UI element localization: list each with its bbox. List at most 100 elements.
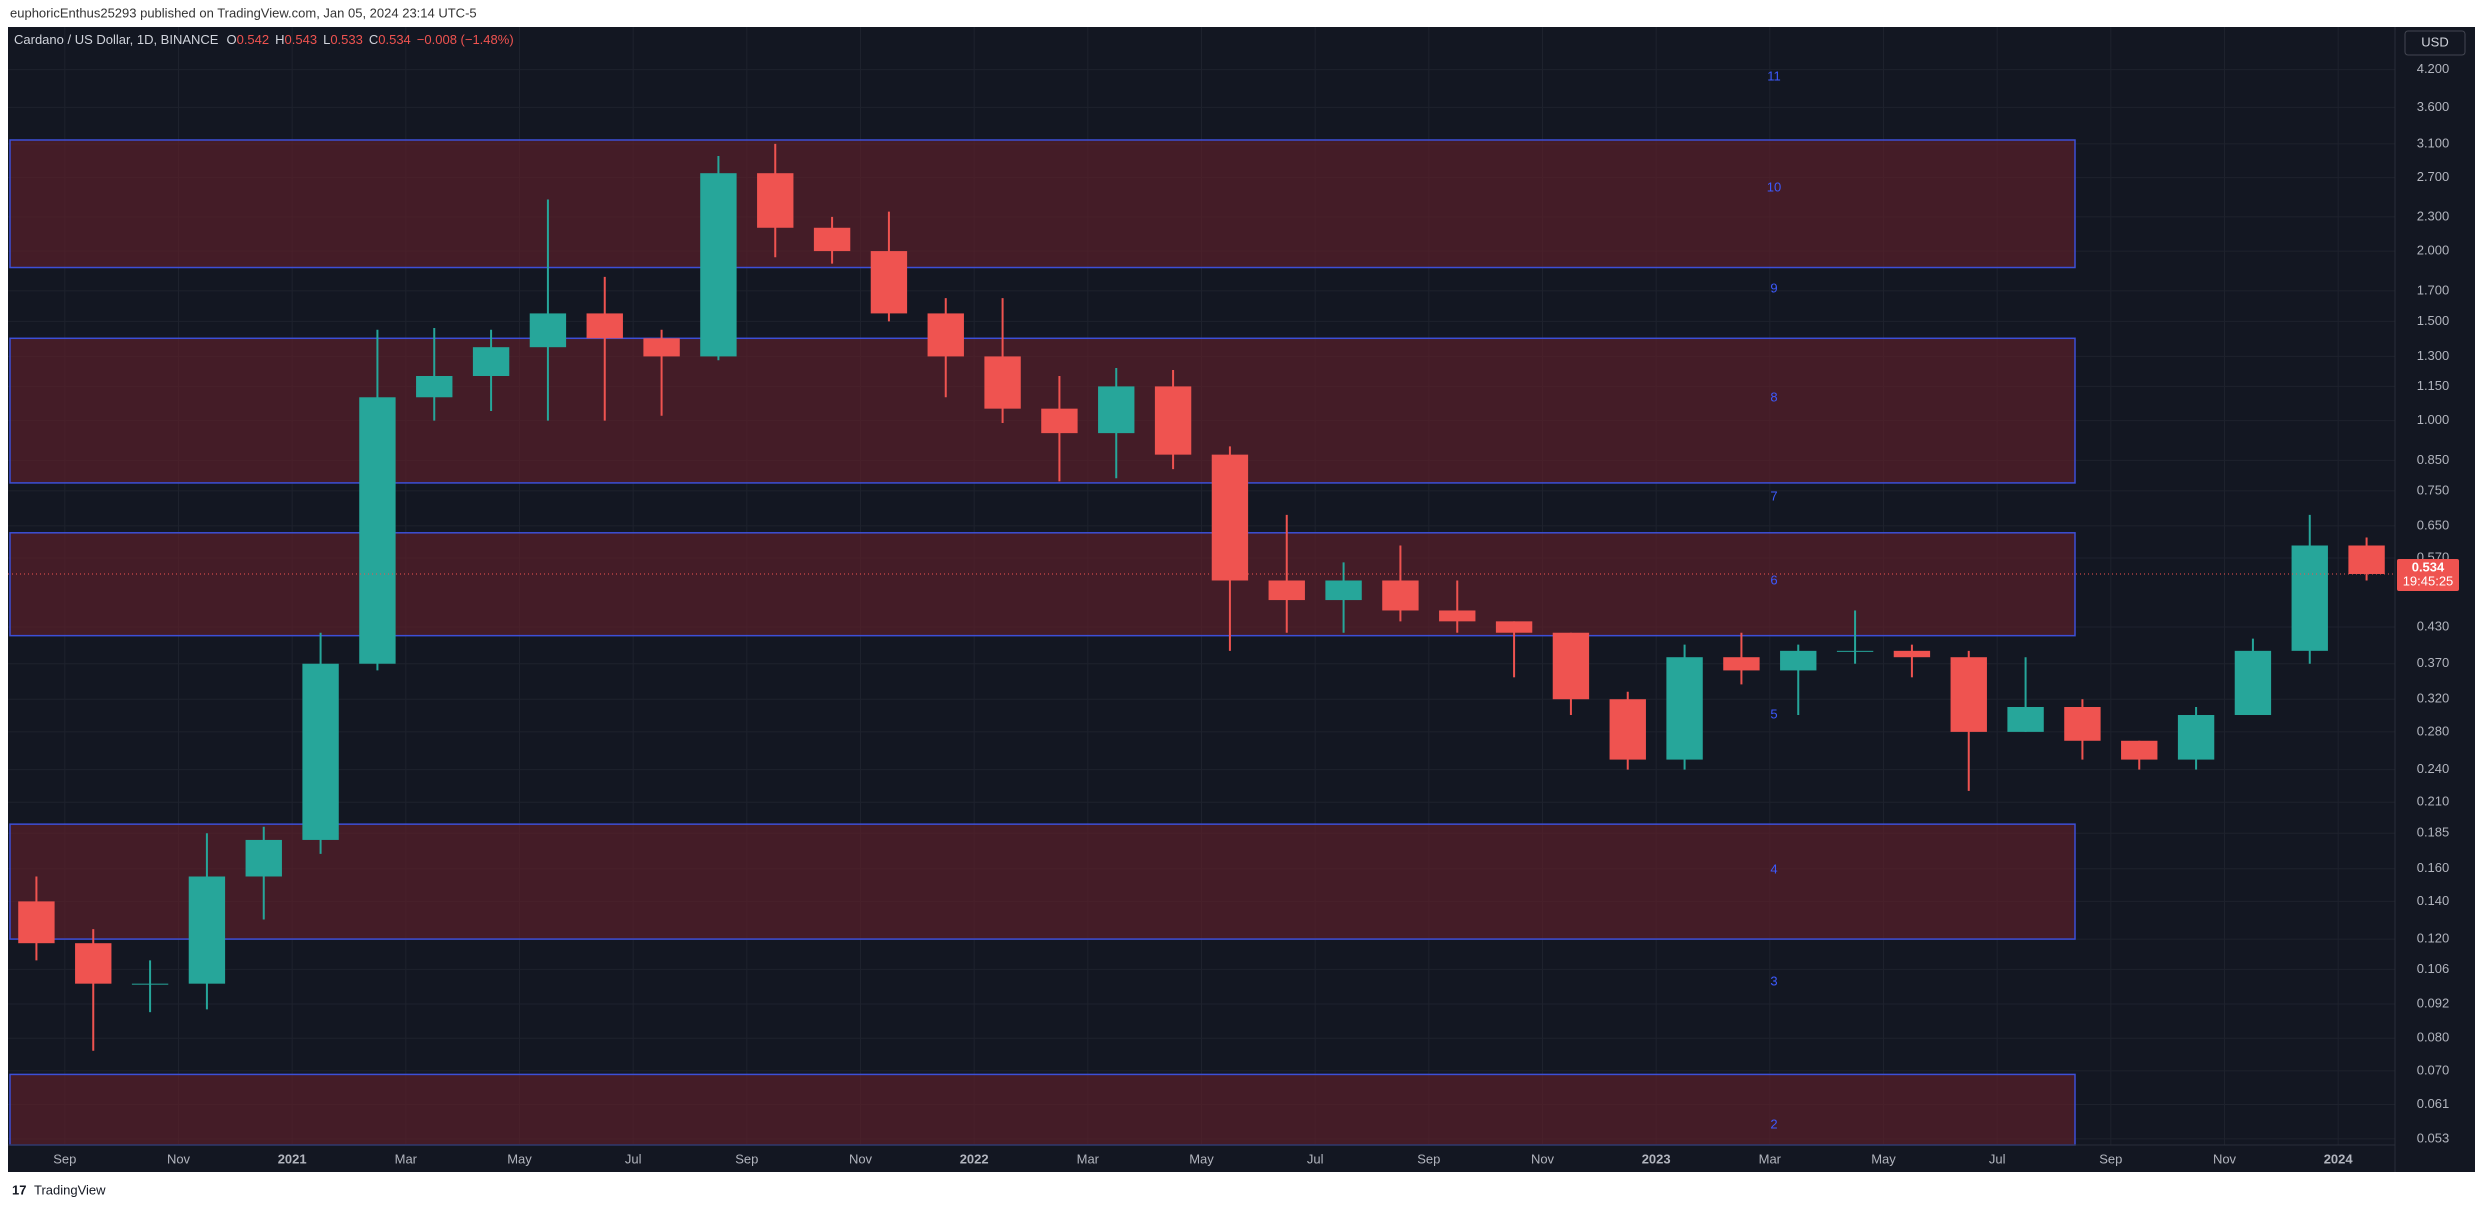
y-tick-label: 0.053	[2417, 1130, 2450, 1145]
y-tick-label: 0.092	[2417, 995, 2450, 1010]
y-tick-label: 0.210	[2417, 794, 2450, 809]
currency[interactable]: USD	[2421, 34, 2448, 49]
zone	[9, 139, 2076, 269]
y-tick-label: 2.000	[2417, 243, 2450, 258]
y-tick-label: 0.185	[2417, 825, 2450, 840]
candle-body	[1439, 610, 1476, 622]
footer-bar	[0, 1172, 2475, 1209]
candle-body	[1780, 650, 1817, 671]
brand: TradingView	[34, 1182, 106, 1197]
candle-body	[1211, 454, 1249, 581]
level-label: 11	[1767, 68, 1781, 83]
level-label: 2	[1770, 1116, 1777, 1131]
candle-body	[472, 347, 510, 376]
candle-body	[1723, 657, 1760, 671]
y-tick-label: 1.500	[2417, 313, 2450, 328]
h-value: 0.543	[285, 32, 318, 47]
y-tick-label: 0.106	[2417, 961, 2450, 976]
candle-body	[302, 663, 339, 840]
level-label: 3	[1770, 973, 1777, 988]
x-tick-label: Nov	[849, 1151, 873, 1166]
x-tick-label: 2023	[1642, 1151, 1671, 1166]
x-tick-label: May	[1871, 1151, 1896, 1166]
candle-body	[2234, 650, 2272, 716]
publisher: euphoricEnthus25293 published on Trading…	[10, 5, 477, 20]
candle-body	[757, 173, 794, 228]
y-tick-label: 0.160	[2417, 860, 2450, 875]
x-tick-label: Sep	[2099, 1151, 2122, 1166]
y-tick-label: 2.300	[2417, 208, 2450, 223]
candle-body	[1495, 621, 1533, 633]
candle-body	[1609, 699, 1646, 760]
x-tick-label: Jul	[1989, 1151, 2006, 1166]
y-tick-label: 2.700	[2417, 169, 2450, 184]
level-label: 5	[1770, 706, 1777, 721]
candle-body	[2064, 706, 2101, 741]
candle-body	[18, 901, 55, 944]
candle-body	[1098, 386, 1135, 434]
x-tick-label: Sep	[53, 1151, 76, 1166]
y-tick-label: 0.280	[2417, 723, 2450, 738]
price-axis	[2395, 27, 2475, 1172]
candle-body	[1325, 580, 1362, 601]
y-tick-label: 0.430	[2417, 618, 2450, 633]
candle-body	[870, 251, 908, 314]
change: −0.008 (−1.48%)	[417, 32, 514, 47]
x-tick-label: Sep	[1417, 1151, 1440, 1166]
y-tick-label: 0.850	[2417, 452, 2450, 467]
level-label: 8	[1770, 389, 1777, 404]
candle-body	[1893, 650, 1931, 658]
x-tick-label: 2024	[2324, 1151, 2354, 1166]
zone	[9, 823, 2076, 940]
x-tick-label: May	[507, 1151, 532, 1166]
x-tick-label: Sep	[735, 1151, 758, 1166]
y-tick-label: 0.650	[2417, 517, 2450, 532]
y-tick-label: 1.700	[2417, 282, 2450, 297]
candle-body	[245, 839, 282, 877]
symbol: Cardano / US Dollar, 1D, BINANCE	[14, 32, 219, 47]
y-tick-label: 0.370	[2417, 655, 2450, 670]
candle-body	[188, 876, 226, 984]
last-price: 0.534	[2412, 559, 2445, 574]
h-label: H	[275, 32, 284, 47]
candle-body	[416, 375, 453, 398]
candle-body	[75, 943, 112, 984]
x-tick-label: Mar	[1759, 1151, 1782, 1166]
y-tick-label: 1.300	[2417, 348, 2450, 363]
zone	[9, 1073, 2076, 1146]
x-tick-label: Mar	[395, 1151, 418, 1166]
candle-body	[2007, 706, 2044, 732]
candle-body	[1268, 580, 1305, 601]
y-tick-label: 0.320	[2417, 691, 2450, 706]
x-tick-label: Jul	[625, 1151, 642, 1166]
x-tick-label: Mar	[1077, 1151, 1100, 1166]
candle-body	[1552, 632, 1590, 700]
x-tick-label: 2021	[278, 1151, 307, 1166]
level-label: 9	[1770, 280, 1777, 295]
x-tick-label: Nov	[1531, 1151, 1555, 1166]
candle-body	[700, 173, 737, 357]
y-tick-label: 3.100	[2417, 135, 2450, 150]
y-tick-label: 0.140	[2417, 893, 2450, 908]
y-tick-label: 4.200	[2417, 61, 2450, 76]
currency-button[interactable]	[2404, 30, 2466, 56]
candle-body	[1666, 657, 1703, 760]
candle-body	[529, 313, 567, 348]
y-tick-label: 1.000	[2417, 412, 2450, 427]
y-tick-label: 0.080	[2417, 1030, 2450, 1045]
y-tick-label: 1.150	[2417, 378, 2450, 393]
countdown: 19:45:25	[2403, 573, 2454, 588]
candle-body	[1836, 650, 1874, 652]
x-tick-label: Jul	[1307, 1151, 1324, 1166]
y-tick-label: 0.750	[2417, 482, 2450, 497]
level-label: 6	[1770, 572, 1777, 587]
x-tick-label: 2022	[960, 1151, 989, 1166]
header-bar	[0, 0, 2475, 27]
candle-body	[586, 313, 623, 339]
level-label: 4	[1770, 861, 1777, 876]
y-tick-label: 0.070	[2417, 1062, 2450, 1077]
x-tick-label: Nov	[167, 1151, 191, 1166]
logo: 17	[12, 1182, 26, 1197]
y-tick-label: 3.600	[2417, 99, 2450, 114]
candle-body	[1382, 580, 1419, 611]
